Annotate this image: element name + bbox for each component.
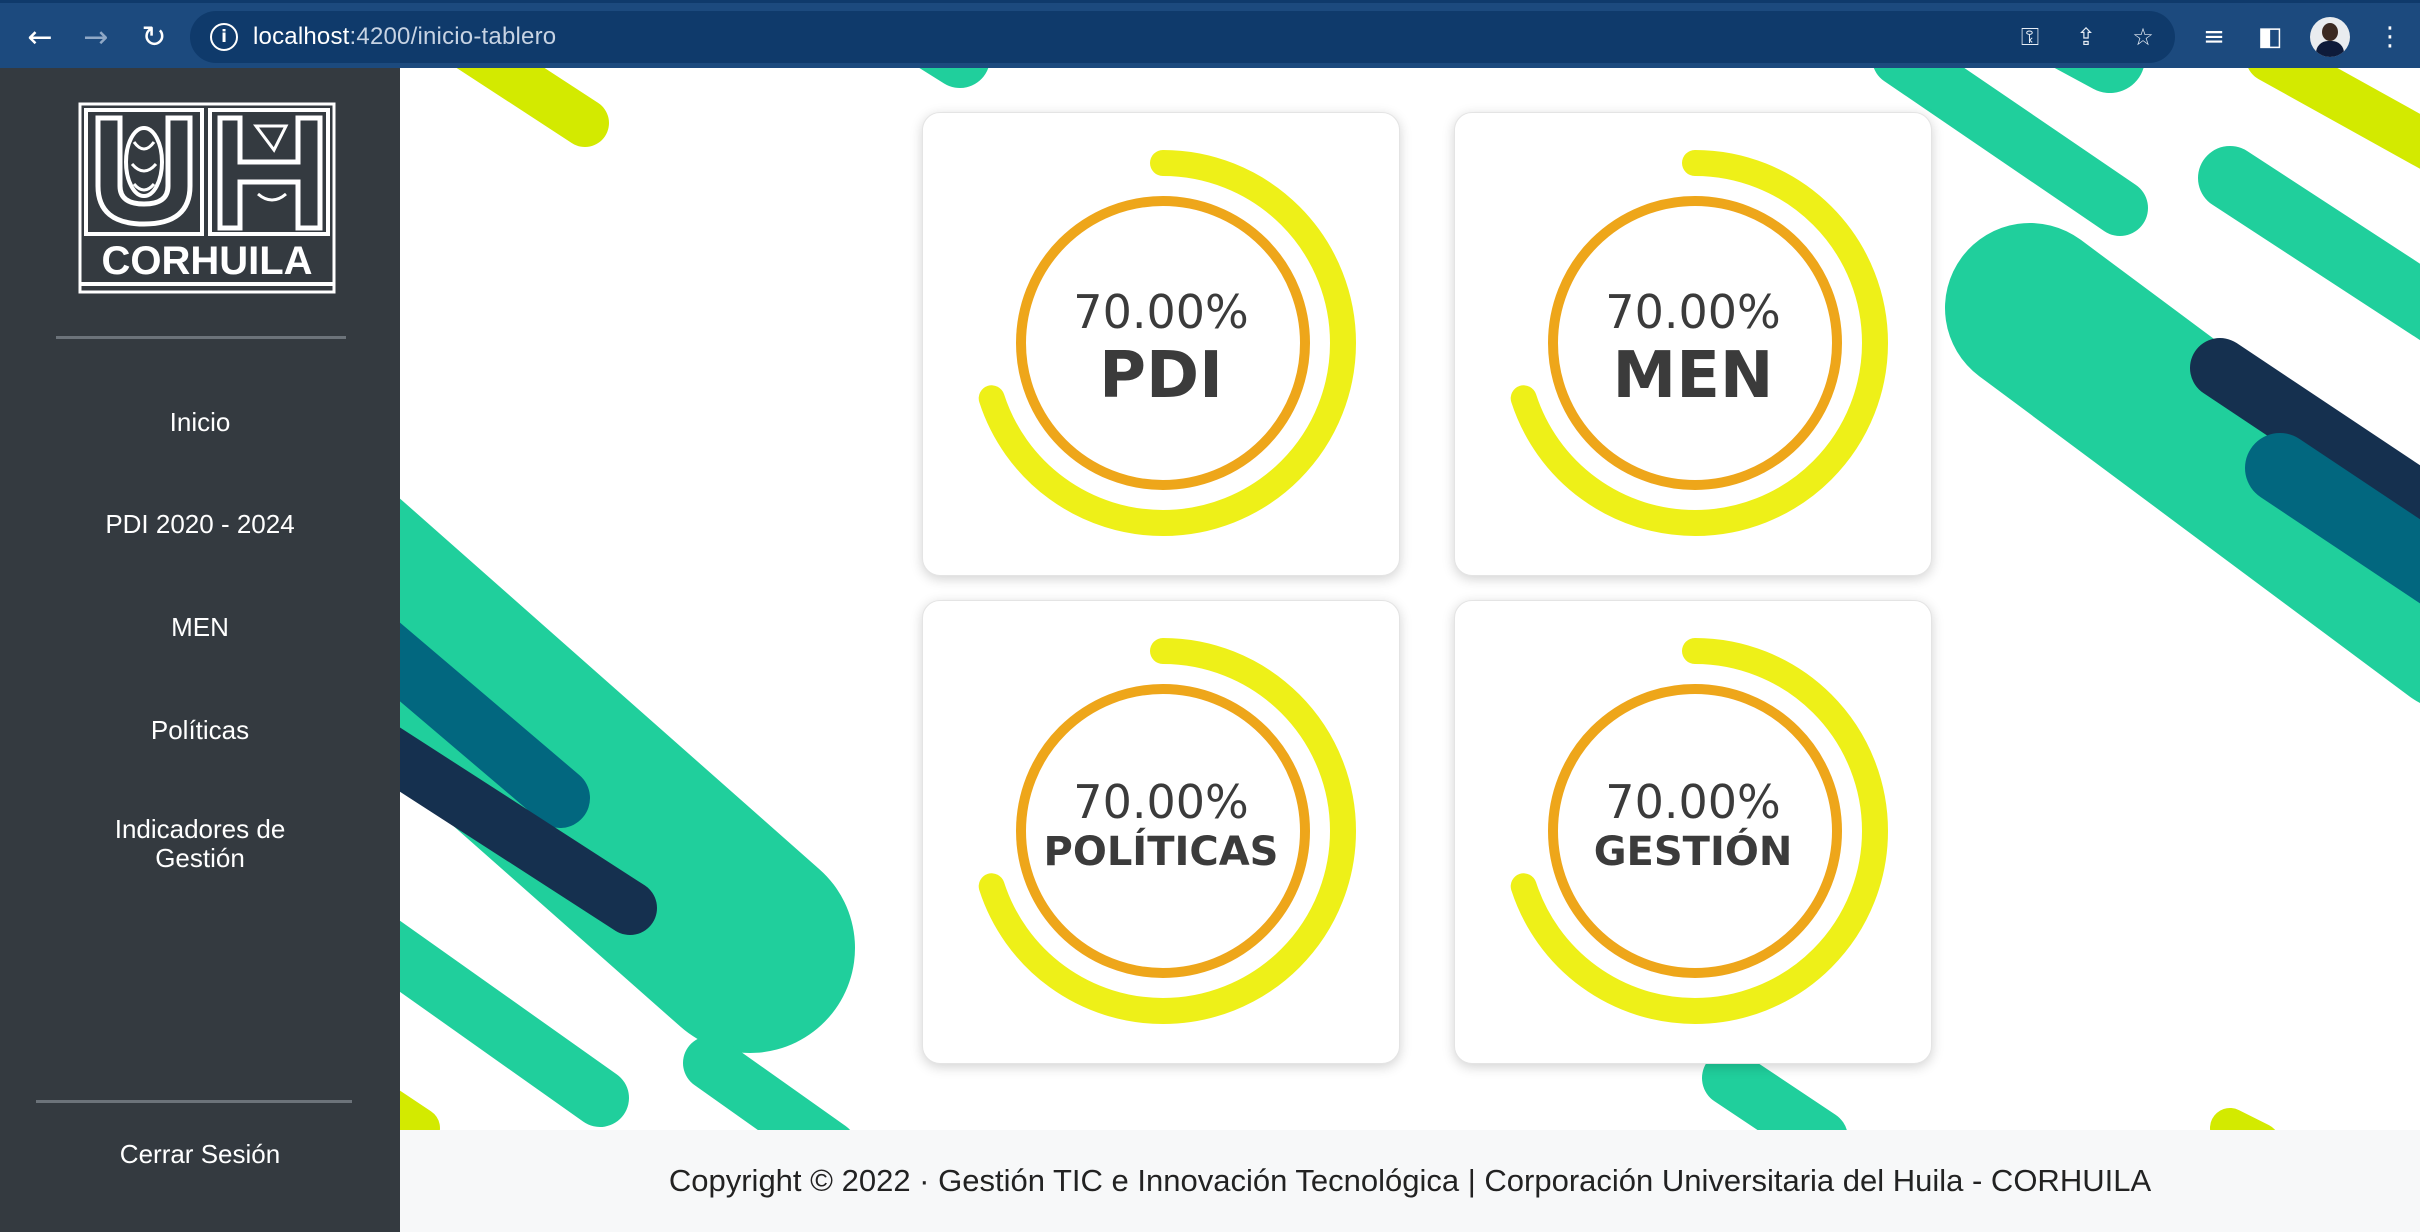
forward-icon[interactable]: → bbox=[83, 19, 109, 55]
sidebar-divider bbox=[56, 336, 346, 339]
progress-ring-politicas bbox=[970, 638, 1356, 1024]
gauge-percent-men: 70.00% bbox=[1605, 285, 1781, 339]
decorative-background bbox=[400, 68, 2420, 1130]
bookmark-star-icon[interactable]: ☆ bbox=[2132, 23, 2154, 51]
sidebar: CORHUILA Inicio PDI 2020 - 2024 MEN Polí… bbox=[0, 68, 400, 1232]
gauge-label-pdi: PDI bbox=[1099, 339, 1223, 413]
gauge-card-pdi[interactable]: 70.00% PDI bbox=[922, 112, 1400, 576]
gauge-label-gestion: GESTIÓN bbox=[1593, 829, 1793, 875]
browser-toolbar: ← → ↻ i localhost:4200/inicio-tablero ⚿ … bbox=[0, 0, 2420, 68]
key-icon[interactable]: ⚿ bbox=[2020, 23, 2040, 51]
url-text[interactable]: localhost:4200/inicio-tablero bbox=[253, 23, 557, 50]
logo-text: CORHUILA bbox=[101, 239, 312, 283]
sidebar-item-politicas[interactable]: Políticas bbox=[150, 715, 250, 745]
sidebar-item-pdi[interactable]: PDI 2020 - 2024 bbox=[105, 509, 295, 539]
sidebar-item-indicadores-line1: Indicadores de bbox=[114, 814, 286, 844]
sidebar-item-indicadores[interactable]: Indicadores de Gestión bbox=[0, 815, 400, 873]
gauge-percent-gestion: 70.00% bbox=[1605, 775, 1781, 829]
gauge-label-politicas: POLÍTICAS bbox=[1043, 829, 1279, 875]
corhuila-logo: CORHUILA bbox=[78, 102, 336, 294]
profile-avatar[interactable] bbox=[2310, 17, 2350, 57]
menu-kebab-icon[interactable]: ⋮ bbox=[2377, 22, 2403, 52]
progress-ring-pdi bbox=[970, 150, 1356, 536]
sidebar-item-men[interactable]: MEN bbox=[171, 612, 229, 642]
gauge-percent-politicas: 70.00% bbox=[1073, 775, 1249, 829]
gauge-card-men[interactable]: 70.00% MEN bbox=[1454, 112, 1932, 576]
address-bar[interactable]: i localhost:4200/inicio-tablero ⚿ ⇪ ☆ bbox=[190, 11, 2175, 63]
gauge-label-men: MEN bbox=[1612, 339, 1774, 413]
main-dashboard: 70.00% PDI 70.00% MEN 70.00% POLÍTICAS 7… bbox=[400, 68, 2420, 1130]
footer: Copyright © 2022 · Gestión TIC e Innovac… bbox=[400, 1130, 2420, 1232]
gauge-card-politicas[interactable]: 70.00% POLÍTICAS bbox=[922, 600, 1400, 1064]
sidebar-bottom-divider bbox=[36, 1100, 352, 1103]
back-icon[interactable]: ← bbox=[27, 19, 53, 55]
logout-button[interactable]: Cerrar Sesión bbox=[119, 1139, 281, 1169]
sidebar-item-inicio[interactable]: Inicio bbox=[169, 407, 231, 437]
gauge-card-gestion[interactable]: 70.00% GESTIÓN bbox=[1454, 600, 1932, 1064]
reading-list-icon[interactable]: ≡ bbox=[2203, 22, 2225, 52]
sidebar-item-indicadores-line2: Gestión bbox=[155, 843, 245, 873]
progress-ring-men bbox=[1502, 150, 1888, 536]
reload-icon[interactable]: ↻ bbox=[141, 19, 167, 55]
site-info-icon[interactable]: i bbox=[210, 23, 238, 51]
side-panel-icon[interactable]: ◧ bbox=[2257, 22, 2283, 52]
footer-copyright: Copyright © 2022 · Gestión TIC e Innovac… bbox=[668, 1163, 2152, 1198]
progress-ring-gestion bbox=[1502, 638, 1888, 1024]
gauge-percent-pdi: 70.00% bbox=[1073, 285, 1249, 339]
share-icon[interactable]: ⇪ bbox=[2075, 23, 2097, 51]
